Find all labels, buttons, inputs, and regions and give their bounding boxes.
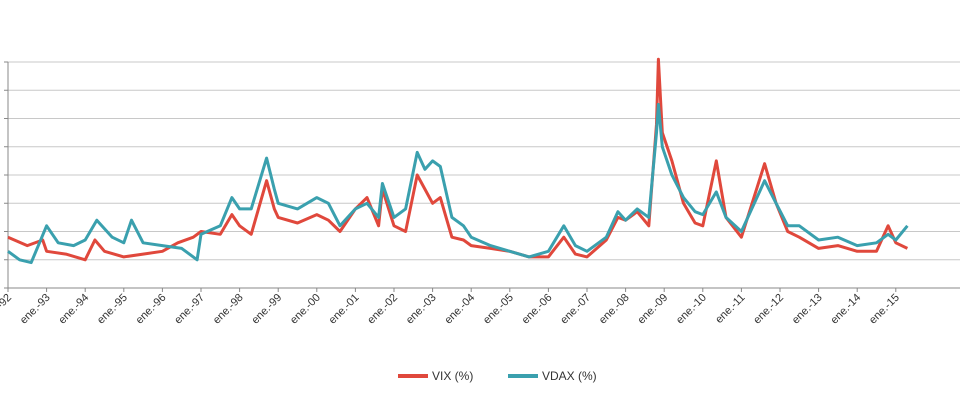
x-tick-label-9: ene.-01 [327, 292, 362, 327]
x-tick-label-13: ene.-05 [481, 292, 516, 327]
x-tick-label-19: ene.-11 [713, 292, 747, 326]
x-tick-label-5: ene.-97 [172, 292, 207, 327]
x-tick-labels: ene.-92 ene.-93 ene.-94 ene.-95 ene.-96 ene.-… [0, 288, 902, 327]
x-tick-label-18: ene.-10 [674, 292, 709, 327]
grid-lines [8, 61, 960, 289]
x-tick-label-1: ene.-93 [18, 292, 53, 327]
x-tick-label-21: ene.-13 [790, 292, 825, 327]
x-tick-label-10: ene.-02 [365, 292, 400, 327]
x-tick-label-20: ene.-12 [751, 292, 786, 327]
axes [4, 61, 960, 289]
x-tick-label-16: ene.-08 [597, 292, 632, 327]
x-tick-label-6: ene.-98 [211, 292, 246, 327]
x-tick-label-14: ene.-06 [520, 292, 555, 327]
legend: VIX (%) VDAX (%) [398, 369, 597, 383]
x-tick-label-17: ene.-09 [635, 292, 670, 327]
series-line-vix [7, 57, 909, 262]
x-tick-label-2: ene.-94 [56, 292, 91, 327]
x-tick-label-11: ene.-03 [404, 292, 439, 327]
x-tick-label-8: ene.-00 [288, 292, 323, 327]
x-tick-label-3: ene.-95 [95, 292, 130, 327]
series-lines [7, 57, 909, 265]
x-tick-label-23: ene.-15 [867, 292, 902, 327]
legend-label-vdax: VDAX (%) [542, 369, 597, 383]
series-line-vdax [7, 102, 909, 265]
x-tick-label-0: ene.-92 [0, 292, 14, 327]
x-tick-label-22: ene.-14 [828, 292, 863, 327]
x-tick-label-15: ene.-07 [558, 292, 593, 327]
legend-label-vix: VIX (%) [432, 369, 473, 383]
x-tick-label-7: ene.-99 [249, 292, 284, 327]
x-tick-label-12: ene.-04 [442, 292, 477, 327]
x-tick-label-4: ene.-96 [134, 292, 169, 327]
